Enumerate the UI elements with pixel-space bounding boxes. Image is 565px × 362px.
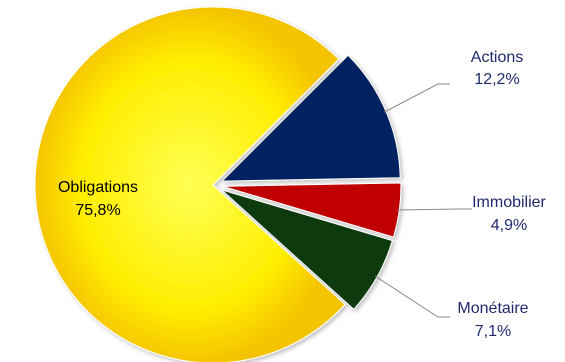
slice-name-actions: Actions: [471, 49, 523, 66]
slice-value-obligations: 75,8%: [75, 202, 120, 219]
slice-name-immobilier: Immobilier: [472, 194, 546, 211]
leader-line-immobilier: [397, 208, 472, 211]
slice-value-actions: 12,2%: [474, 71, 519, 88]
leader-line-actions: [383, 83, 450, 113]
leader-line-montaire: [374, 275, 450, 318]
slice-name-montaire: Monétaire: [457, 300, 528, 317]
slice-name-obligations: Obligations: [58, 179, 138, 196]
slice-value-immobilier: 4,9%: [491, 217, 527, 234]
slice-value-montaire: 7,1%: [475, 323, 511, 340]
